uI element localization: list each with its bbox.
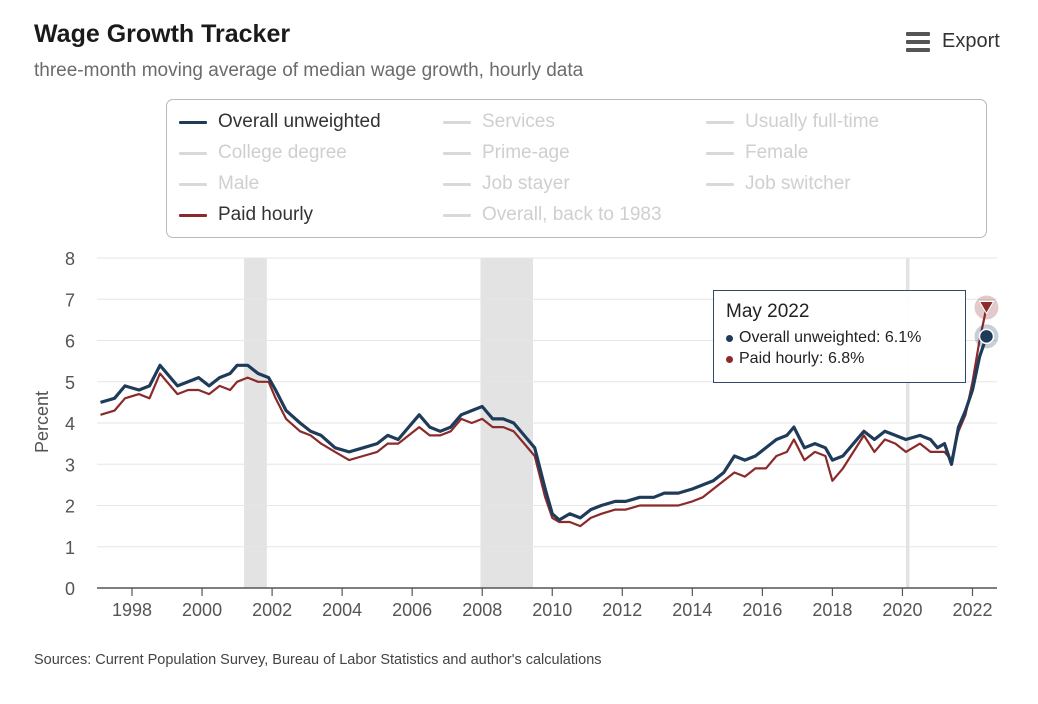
- y-tick-label: 6: [65, 332, 75, 352]
- y-tick-label: 7: [65, 290, 75, 310]
- legend-label: College degree: [218, 142, 347, 163]
- legend-item-college-degree[interactable]: College degree: [179, 142, 347, 164]
- series-line-overall-unweighted: [100, 335, 989, 522]
- legend-label: Job switcher: [745, 173, 851, 194]
- legend-swatch: [443, 120, 471, 124]
- legend-label: Usually full-time: [745, 111, 880, 132]
- x-tick-label: 2020: [882, 600, 922, 620]
- legend-item-paid-hourly[interactable]: Paid hourly: [179, 204, 313, 226]
- legend-label: Overall unweighted: [218, 111, 381, 132]
- x-tick-label: 2008: [462, 600, 502, 620]
- legend-swatch: [179, 213, 207, 217]
- tooltip-row-text: Overall unweighted: 6.1%: [739, 329, 922, 346]
- x-tick-label: 2006: [392, 600, 432, 620]
- legend-swatch: [706, 151, 734, 155]
- legend-swatch: [443, 151, 471, 155]
- legend-item-usually-full-time[interactable]: Usually full-time: [706, 111, 879, 133]
- legend-item-prime-age[interactable]: Prime-age: [443, 142, 570, 164]
- legend-label: Female: [745, 142, 809, 163]
- legend-item-job-stayer[interactable]: Job stayer: [443, 173, 570, 195]
- legend-swatch: [706, 120, 734, 124]
- legend-label: Overall, back to 1983: [482, 204, 662, 225]
- legend-item-job-switcher[interactable]: Job switcher: [706, 173, 851, 195]
- tooltip-row-text: Paid hourly: 6.8%: [739, 350, 865, 367]
- axes: 0 1 2 3 4 5 6 7 8 1998 2000 2002 2004 2006 2008 2010 201…: [65, 249, 997, 620]
- marker-paid-hourly: [978, 301, 995, 315]
- tooltip: May 2022 Overall unweighted: 6.1% Paid h…: [713, 290, 966, 383]
- x-tick-label: 1998: [112, 600, 152, 620]
- tooltip-row-paid-hourly: Paid hourly: 6.8%: [726, 350, 953, 368]
- y-tick-label: 5: [65, 373, 75, 393]
- legend-item-services[interactable]: Services: [443, 111, 555, 133]
- marker-overall-unweighted: [978, 328, 995, 345]
- legend-swatch: [443, 182, 471, 186]
- legend-item-male[interactable]: Male: [179, 173, 259, 195]
- y-axis-label: Percent: [32, 391, 52, 453]
- y-tick-label: 8: [65, 249, 75, 269]
- legend-swatch: [706, 182, 734, 186]
- y-tick-label: 2: [65, 497, 75, 517]
- series-lines: [100, 307, 989, 528]
- series-line-paid-hourly: [100, 307, 988, 528]
- legend-swatch: [179, 151, 207, 155]
- legend-label: Male: [218, 173, 260, 194]
- legend: Overall unweighted Services Usually full…: [166, 99, 987, 238]
- legend-swatch: [443, 213, 471, 217]
- chart-subtitle: three-month moving average of median wag…: [34, 60, 584, 81]
- markers: [974, 295, 999, 349]
- tooltip-title: May 2022: [726, 301, 810, 322]
- y-tick-label: 0: [65, 579, 75, 599]
- legend-label: Paid hourly: [218, 204, 314, 225]
- legend-item-overall-back-to-1983[interactable]: Overall, back to 1983: [443, 204, 662, 226]
- x-tick-label: 2022: [952, 600, 992, 620]
- export-label: Export: [942, 30, 1000, 52]
- y-tick-label: 3: [65, 455, 75, 475]
- legend-label: Services: [482, 111, 555, 132]
- x-tick-label: 2010: [532, 600, 572, 620]
- x-tick-label: 2012: [602, 600, 642, 620]
- legend-item-female[interactable]: Female: [706, 142, 808, 164]
- chart-title: Wage Growth Tracker: [34, 20, 291, 48]
- y-tick-label: 1: [65, 538, 75, 558]
- y-tick-label: 4: [65, 414, 75, 434]
- series-dot-icon: [726, 355, 733, 363]
- x-tick-label: 2016: [742, 600, 782, 620]
- legend-label: Job stayer: [482, 173, 570, 194]
- legend-item-overall-unweighted[interactable]: Overall unweighted: [179, 111, 381, 133]
- legend-swatch: [179, 120, 207, 124]
- x-tick-label: 2018: [812, 600, 852, 620]
- x-tick-label: 2000: [182, 600, 222, 620]
- tooltip-row-overall: Overall unweighted: 6.1%: [726, 329, 953, 347]
- x-tick-label: 2002: [252, 600, 292, 620]
- sources-note: Sources: Current Population Survey, Bure…: [34, 652, 602, 668]
- legend-swatch: [179, 182, 207, 186]
- x-tick-label: 2004: [322, 600, 362, 620]
- export-button[interactable]: Export: [906, 30, 1000, 53]
- x-tick-label: 2014: [672, 600, 712, 620]
- series-dot-icon: [726, 334, 733, 342]
- legend-label: Prime-age: [482, 142, 570, 163]
- hamburger-menu-icon: [906, 31, 930, 52]
